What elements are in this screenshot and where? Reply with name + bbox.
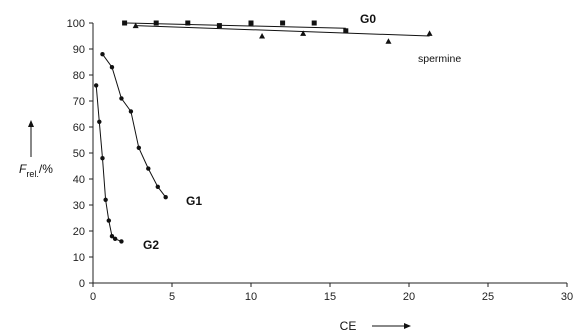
x-tick-label: 5 [169, 291, 175, 303]
series-g0-trend-line [124, 22, 346, 29]
data-point [136, 145, 142, 150]
data-point [146, 166, 151, 171]
y-tick-label: 10 [73, 252, 85, 264]
data-point [426, 30, 433, 36]
y-axis-arrowhead [28, 120, 34, 127]
data-point [103, 197, 108, 202]
series-g1-line [102, 53, 167, 198]
x-axis-arrowhead [404, 323, 411, 329]
series-spermine-trend-line [135, 25, 430, 37]
data-point [259, 33, 266, 39]
y-tick-label: 0 [79, 278, 85, 290]
y-tick-label: 100 [67, 18, 85, 30]
data-point [155, 184, 160, 189]
series-label-g0: G0 [360, 12, 376, 26]
series-spermine [132, 22, 433, 44]
data-point [216, 23, 222, 29]
data-point [128, 109, 134, 114]
series-g1 [100, 52, 168, 200]
series-g2-line [95, 85, 122, 242]
data-point [119, 239, 124, 244]
data-point [300, 30, 307, 36]
y-tick-label: 30 [73, 200, 85, 212]
data-point [132, 22, 139, 29]
series-g2 [93, 83, 124, 244]
data-point [100, 52, 105, 57]
y-tick-label: 80 [73, 70, 85, 82]
data-point [106, 218, 112, 223]
series-label-spermine: spermine [418, 53, 461, 65]
data-point [122, 20, 128, 26]
data-point [119, 96, 124, 101]
data-point [185, 20, 191, 26]
data-point [153, 20, 159, 26]
x-axis-title: CE [340, 319, 357, 333]
x-tick-label: 15 [324, 291, 336, 303]
data-point [109, 65, 115, 70]
x-tick-label: 10 [245, 291, 257, 303]
data-point [343, 28, 349, 34]
y-tick-label: 50 [73, 148, 85, 160]
y-tick-label: 60 [73, 122, 85, 134]
y-tick-label: 20 [73, 226, 85, 238]
data-point [163, 195, 168, 200]
series-layer [93, 20, 433, 244]
x-tick-label: 25 [482, 291, 494, 303]
series-label-g2: G2 [143, 238, 159, 252]
data-point [311, 20, 317, 26]
data-point [93, 83, 99, 88]
data-point [385, 38, 392, 44]
data-point [97, 119, 102, 125]
x-tick-label: 30 [561, 291, 573, 303]
data-point [248, 20, 254, 26]
axes: 0 10 20 30 40 50 60 70 80 90 100 0 5 10 15 20 25 30 CE Frel… [19, 18, 573, 333]
x-tick-label: 0 [90, 291, 96, 303]
y-axis-title: Frel./% [19, 162, 53, 179]
series-label-g1: G1 [186, 194, 202, 208]
y-tick-label: 40 [73, 174, 85, 186]
data-point [100, 156, 105, 161]
labels-layer: G0 spermine G1 G2 [143, 12, 461, 252]
series-g0 [122, 20, 349, 34]
data-point [112, 236, 118, 241]
y-tick-label: 90 [73, 44, 85, 56]
x-tick-label: 20 [403, 291, 415, 303]
data-point [109, 234, 115, 239]
y-tick-label: 70 [73, 96, 85, 108]
data-point [280, 20, 286, 26]
